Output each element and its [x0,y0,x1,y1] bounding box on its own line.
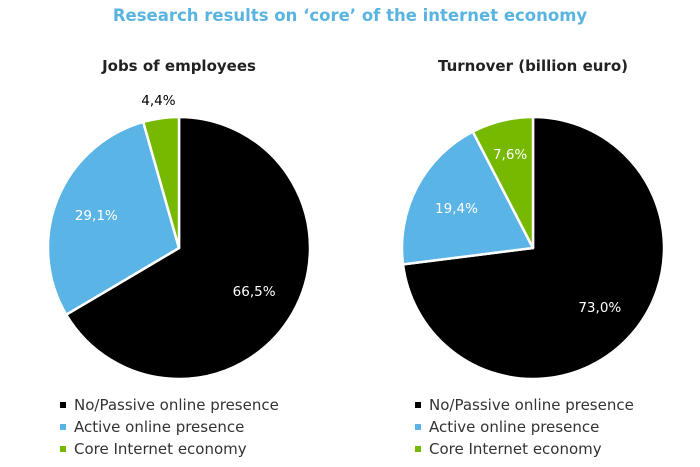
legend-item-active: Active online presence [60,416,279,438]
pie-slice-core [141,115,181,250]
legend-swatch-core [415,446,421,452]
data-label-active: 19,4% [435,201,478,217]
legend-turnover: No/Passive online presence Active online… [415,394,634,460]
legend-label: Core Internet economy [429,440,602,458]
legend-swatch-active [60,424,66,430]
legend-swatch-active [415,424,421,430]
legend-item-no-passive: No/Passive online presence [60,394,279,416]
legend-jobs: No/Passive online presence Active online… [60,394,279,460]
pie-slice-core [471,115,535,250]
legend-swatch-no-passive [60,402,66,408]
legend-swatch-core [60,446,66,452]
legend-label: Active online presence [429,418,600,436]
data-label-no-passive: 66,5% [233,284,276,300]
legend-swatch-no-passive [415,402,421,408]
pie-slice-active [400,130,535,266]
chart-title-turnover: Turnover (billion euro) [438,57,628,75]
legend-label: Active online presence [74,418,245,436]
data-label-core: 4,4% [141,93,175,109]
chart-title-jobs: Jobs of employees [102,57,256,75]
legend-item-no-passive: No/Passive online presence [415,394,634,416]
main-title: Research results on ‘core’ of the intern… [112,6,588,25]
legend-item-core: Core Internet economy [60,438,279,460]
legend-label: No/Passive online presence [74,396,279,414]
legend-item-core: Core Internet economy [415,438,634,460]
pie-slice-active [46,120,181,316]
pie-slice-no-passive [64,115,312,381]
legend-item-active: Active online presence [415,416,634,438]
data-label-core: 7,6% [493,147,527,163]
data-label-no-passive: 73,0% [578,300,621,316]
legend-label: Core Internet economy [74,440,247,458]
data-label-active: 29,1% [75,208,118,224]
legend-label: No/Passive online presence [429,396,634,414]
